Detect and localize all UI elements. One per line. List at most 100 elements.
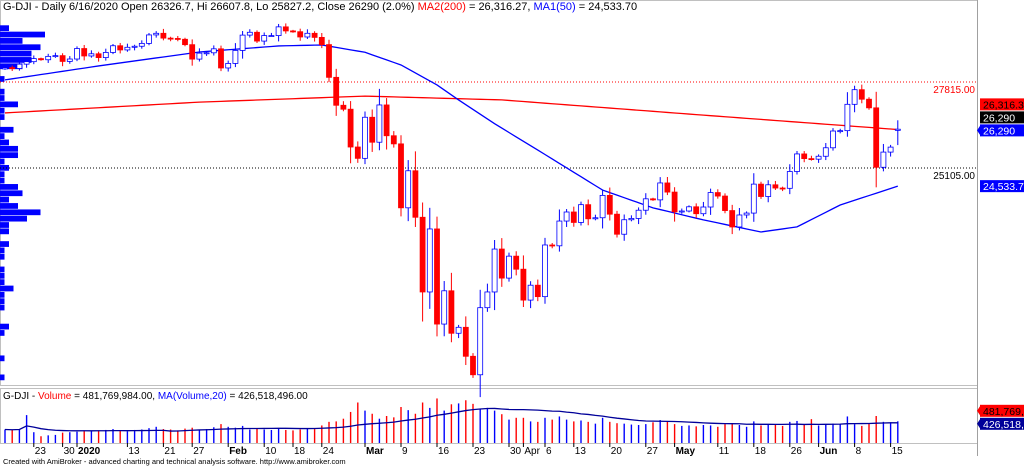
candle	[599, 190, 606, 229]
candle-body	[218, 48, 224, 69]
candle-body	[362, 116, 368, 159]
candle	[131, 44, 138, 51]
candle	[9, 65, 16, 71]
volume-ma-value: = 426,518,496.00	[226, 391, 308, 402]
candle-body	[484, 291, 491, 309]
candle-body	[174, 38, 181, 40]
candle-body	[318, 36, 325, 46]
candle-body	[664, 182, 671, 193]
x-tick-label: 23	[35, 446, 47, 457]
candle	[412, 151, 419, 227]
volume-profile-bar	[0, 38, 23, 44]
candle	[297, 28, 304, 41]
candle	[722, 193, 728, 214]
ma200-value: = 26,316.27,	[465, 1, 534, 13]
candle-body	[74, 48, 80, 60]
volume-profile-bar	[0, 152, 18, 159]
candle	[513, 251, 520, 276]
candle-body	[311, 32, 318, 38]
x-tick-label: 2020	[78, 446, 101, 457]
ma50-label: MA1(50)	[533, 1, 576, 13]
volume-profile-bar	[0, 88, 5, 95]
candle	[275, 23, 282, 42]
candle-body	[822, 147, 829, 157]
volume-profile-bar	[0, 222, 9, 228]
x-tick-label: 10	[265, 446, 277, 457]
candle-body	[117, 45, 124, 51]
candle	[650, 197, 656, 201]
candle-body	[873, 107, 880, 168]
candle	[678, 208, 685, 214]
candle-body	[412, 170, 419, 218]
candle-body	[491, 248, 498, 293]
candle	[894, 120, 901, 146]
volume-tag-bg	[980, 404, 1024, 417]
candle-body	[419, 216, 426, 293]
price-tag-bg	[980, 180, 1024, 193]
volume-profile-bar	[0, 266, 5, 273]
volume-profile-bar	[0, 298, 5, 305]
candle-body	[102, 52, 109, 58]
candle	[642, 193, 649, 215]
volume-profile-bar	[0, 145, 18, 152]
candle-body	[830, 130, 836, 149]
candle	[470, 353, 476, 378]
candle	[167, 36, 174, 42]
volume-profile-bar	[0, 126, 14, 133]
candle	[419, 202, 426, 322]
candle-body	[779, 187, 786, 190]
price-tag-label: 26,290	[983, 125, 1015, 137]
x-tick-label: 27	[647, 446, 659, 457]
candle-body	[506, 255, 512, 279]
candle	[729, 204, 736, 235]
volume-ma-label: MA(Volume,20)	[157, 391, 227, 402]
candle-body	[354, 146, 361, 159]
candle	[794, 150, 800, 175]
x-tick-label: 24	[323, 446, 335, 457]
candle-body	[448, 290, 455, 334]
volume-profile-bar	[0, 285, 14, 292]
candle-body	[794, 153, 800, 172]
candle-body	[333, 76, 340, 106]
candle-body	[851, 89, 858, 105]
volume-profile-bar	[0, 323, 9, 330]
candle-body	[275, 26, 282, 36]
candle	[426, 207, 433, 309]
x-tick-label: Jun	[820, 446, 838, 457]
candle	[239, 31, 246, 59]
candle	[851, 85, 858, 113]
candle-body	[707, 192, 714, 208]
volume-profile-bar	[0, 95, 5, 101]
candle	[38, 57, 44, 61]
candle	[808, 155, 815, 161]
x-tick-label: 27	[193, 446, 205, 457]
ma50-line	[4, 44, 899, 233]
candle	[707, 188, 714, 215]
x-tick-label: 20	[611, 446, 623, 457]
candle	[765, 180, 772, 203]
candle	[606, 187, 613, 221]
x-tick-label: 8	[856, 446, 862, 457]
candle	[455, 324, 462, 339]
candle	[102, 48, 109, 61]
candle-body	[743, 212, 750, 216]
candle-body	[678, 210, 685, 213]
x-tick-label: 18	[755, 446, 767, 457]
candle-body	[426, 228, 433, 293]
candle	[369, 109, 376, 152]
volume-value: = 481,769,984.00,	[71, 391, 158, 402]
candle-body	[815, 155, 822, 160]
candle	[534, 279, 541, 302]
candle-body	[189, 44, 196, 60]
candle	[815, 154, 822, 163]
x-tick-label: 9	[402, 446, 408, 457]
candle-body	[477, 307, 484, 376]
candle-body	[2, 67, 8, 70]
price-tag-label: 24,533.7	[983, 181, 1024, 193]
level-label: 27815.00	[933, 85, 975, 96]
candle-body	[549, 244, 556, 247]
candle-body	[686, 206, 692, 212]
candle-body	[650, 198, 656, 201]
volume-profile-bar	[0, 253, 5, 260]
candle	[261, 32, 268, 45]
